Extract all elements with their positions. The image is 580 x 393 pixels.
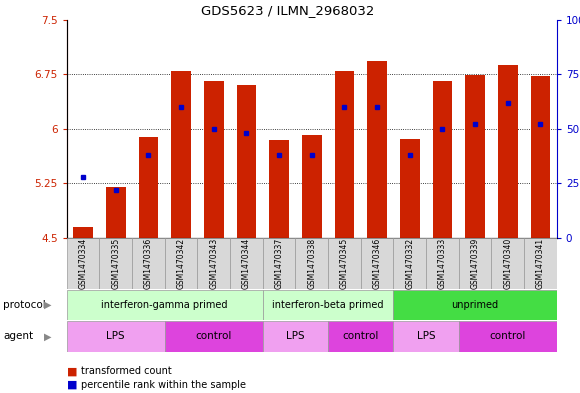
Text: GSM1470332: GSM1470332 bbox=[405, 238, 414, 289]
Text: GSM1470336: GSM1470336 bbox=[144, 238, 153, 289]
Bar bbox=[393, 290, 557, 320]
Text: GSM1470345: GSM1470345 bbox=[340, 238, 349, 289]
Bar bbox=[106, 187, 125, 238]
Text: GSM1470333: GSM1470333 bbox=[438, 238, 447, 289]
Text: control: control bbox=[343, 331, 379, 342]
Bar bbox=[393, 238, 426, 289]
Bar bbox=[459, 238, 491, 289]
Text: GSM1470344: GSM1470344 bbox=[242, 238, 251, 289]
Bar bbox=[67, 321, 165, 352]
Text: GSM1470339: GSM1470339 bbox=[470, 238, 480, 289]
Bar bbox=[204, 81, 223, 238]
Bar bbox=[295, 238, 328, 289]
Bar bbox=[393, 321, 459, 352]
Bar bbox=[67, 290, 263, 320]
Text: GSM1470335: GSM1470335 bbox=[111, 238, 120, 289]
Text: GSM1470341: GSM1470341 bbox=[536, 238, 545, 289]
Bar bbox=[361, 238, 393, 289]
Text: GSM1470342: GSM1470342 bbox=[176, 238, 186, 289]
Bar bbox=[433, 81, 452, 238]
Text: interferon-beta primed: interferon-beta primed bbox=[273, 300, 384, 310]
Text: GSM1470346: GSM1470346 bbox=[372, 238, 382, 289]
Bar bbox=[426, 238, 459, 289]
Bar bbox=[67, 238, 99, 289]
Text: GSM1470337: GSM1470337 bbox=[274, 238, 284, 289]
Bar bbox=[99, 238, 132, 289]
Bar bbox=[335, 71, 354, 238]
Text: GSM1470343: GSM1470343 bbox=[209, 238, 218, 289]
Bar bbox=[73, 227, 93, 238]
Text: GSM1470334: GSM1470334 bbox=[78, 238, 88, 289]
Bar bbox=[230, 238, 263, 289]
Bar bbox=[302, 134, 321, 238]
Bar bbox=[459, 321, 557, 352]
Text: unprimed: unprimed bbox=[452, 300, 499, 310]
Bar bbox=[328, 321, 393, 352]
Bar bbox=[367, 61, 387, 238]
Bar bbox=[491, 238, 524, 289]
Text: ▶: ▶ bbox=[44, 331, 51, 342]
Text: LPS: LPS bbox=[417, 331, 436, 342]
Bar bbox=[498, 66, 517, 238]
Bar bbox=[263, 290, 393, 320]
Bar bbox=[524, 238, 557, 289]
Bar bbox=[400, 139, 419, 238]
Bar bbox=[263, 321, 328, 352]
Bar bbox=[263, 238, 295, 289]
Text: protocol: protocol bbox=[3, 300, 46, 310]
Bar bbox=[171, 71, 191, 238]
Text: interferon-gamma primed: interferon-gamma primed bbox=[102, 300, 228, 310]
Bar bbox=[328, 238, 361, 289]
Text: control: control bbox=[195, 331, 232, 342]
Text: GSM1470338: GSM1470338 bbox=[307, 238, 316, 289]
Bar bbox=[139, 138, 158, 238]
Bar bbox=[197, 238, 230, 289]
Text: GSM1470340: GSM1470340 bbox=[503, 238, 512, 289]
Text: percentile rank within the sample: percentile rank within the sample bbox=[81, 380, 246, 390]
Bar bbox=[465, 75, 485, 238]
Text: transformed count: transformed count bbox=[81, 366, 172, 376]
Text: LPS: LPS bbox=[286, 331, 304, 342]
Text: ■: ■ bbox=[67, 366, 77, 376]
Bar bbox=[269, 140, 289, 238]
Text: ▶: ▶ bbox=[44, 300, 51, 310]
Bar bbox=[132, 238, 165, 289]
Bar bbox=[165, 321, 263, 352]
Text: LPS: LPS bbox=[106, 331, 125, 342]
Bar bbox=[237, 85, 256, 238]
Bar bbox=[531, 76, 550, 238]
Bar bbox=[165, 238, 197, 289]
Title: GDS5623 / ILMN_2968032: GDS5623 / ILMN_2968032 bbox=[201, 4, 374, 17]
Text: control: control bbox=[490, 331, 526, 342]
Text: agent: agent bbox=[3, 331, 33, 342]
Text: ■: ■ bbox=[67, 380, 77, 390]
